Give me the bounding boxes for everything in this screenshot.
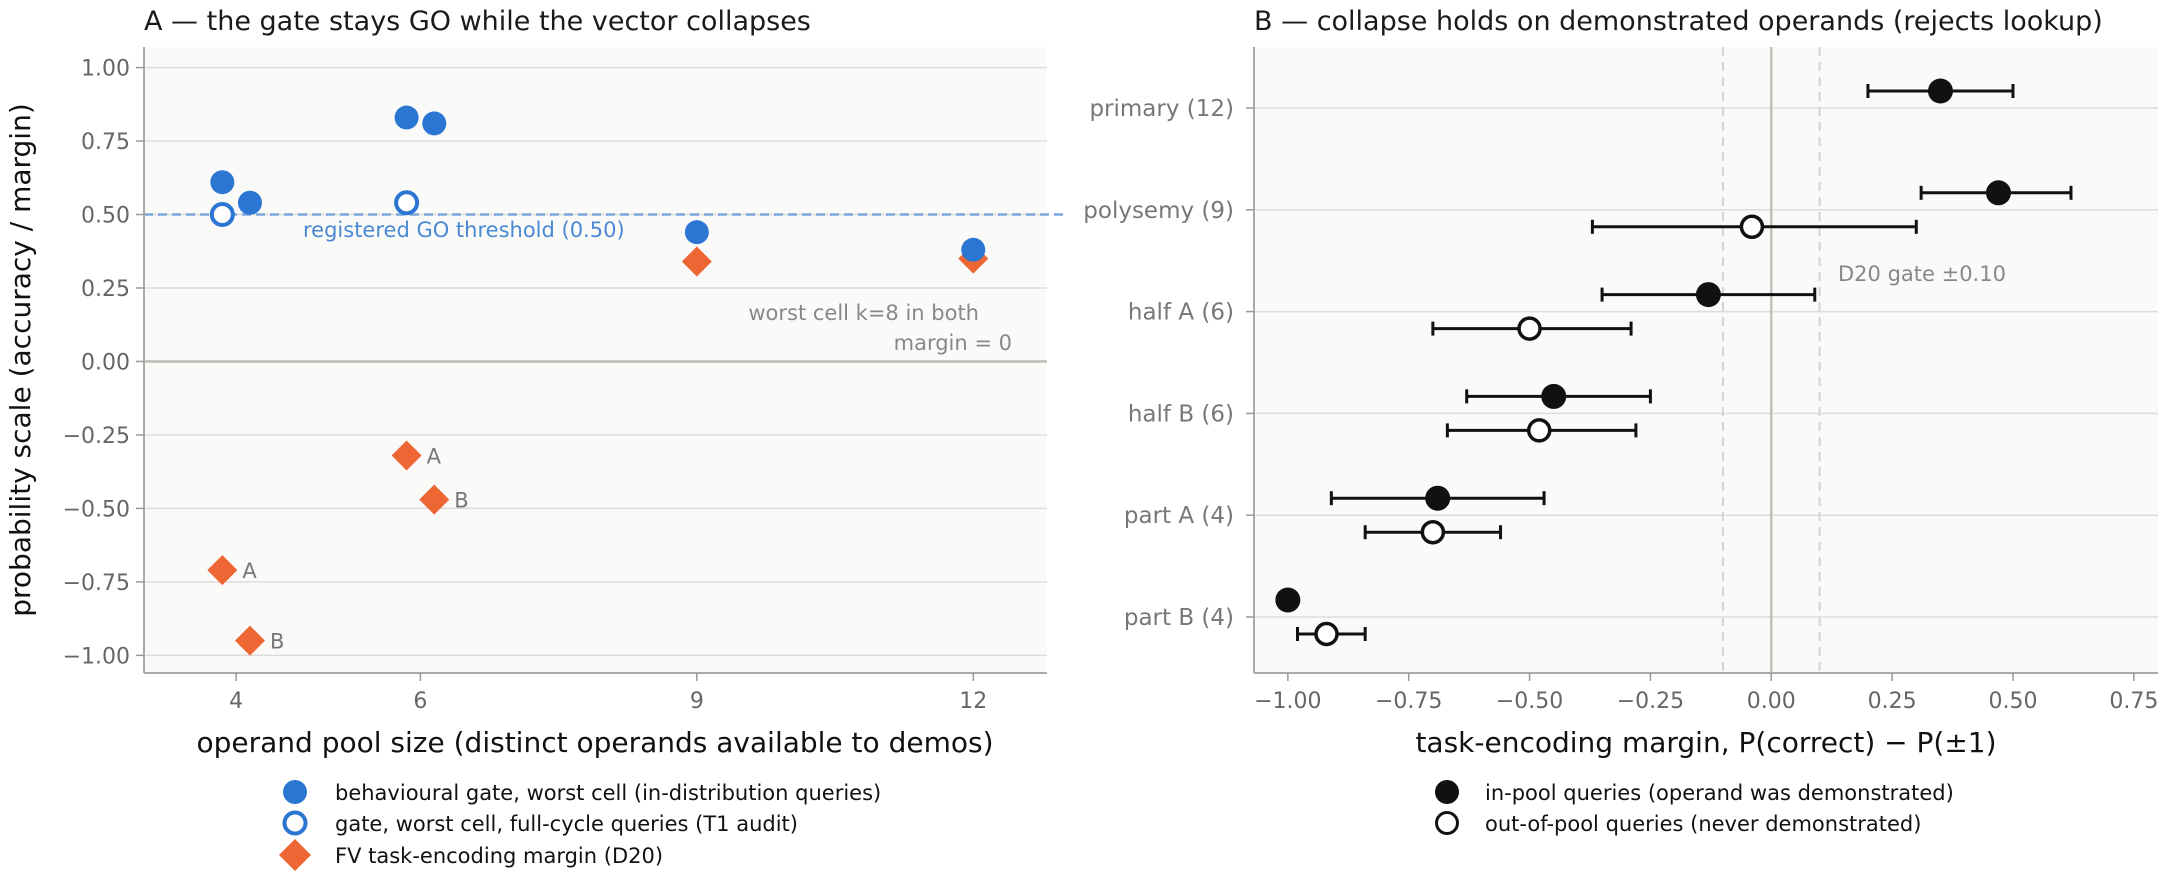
y-tick-label: 1.00 (81, 57, 130, 82)
legend-label-fv-diamond: FV task-encoding margin (D20) (335, 844, 663, 868)
legend-marker-out-of-pool (1435, 811, 1459, 835)
category-label: half A (6) (1128, 300, 1234, 326)
panel-a-legend: behavioural gate, worst cell (in-distrib… (279, 780, 881, 871)
out-of-pool-point (1314, 621, 1339, 647)
d20-gate-lines (1721, 47, 1821, 673)
legend-label-in-pool: in-pool queries (operand was demonstrate… (1485, 781, 1954, 805)
in-pool-point (1275, 587, 1301, 613)
legend-label-gate-filled: behavioural gate, worst cell (in-distrib… (335, 781, 881, 805)
x-tick-label: 9 (690, 689, 704, 714)
panel-b-gridlines (1254, 107, 2158, 618)
d20-gate-label: D20 gate ±0.10 (1838, 262, 2006, 286)
x-tick-label: 0.00 (1747, 689, 1796, 714)
fv-margin-diamond (391, 440, 422, 471)
in-pool-point (1541, 383, 1567, 409)
fv-margin-diamond (681, 246, 712, 277)
panel-a-x-axis-label: operand pool size (distinct operands ava… (197, 726, 994, 759)
gate-in-distribution-point (961, 237, 986, 262)
category-label: part B (4) (1124, 605, 1234, 631)
panel-a: 1.00 0.75 0.50 0.25 0.00 −0.25 −0.50 −0.75 −1.00… (4, 6, 1068, 871)
category-label: primary (12) (1089, 96, 1234, 122)
out-of-pool-point (1517, 316, 1542, 341)
x-tick-label: 6 (413, 689, 427, 714)
fv-margin-diamond (234, 625, 265, 656)
gate-in-distribution-point (684, 220, 709, 245)
category-label: part A (4) (1124, 503, 1234, 529)
diamond-point-label: A (242, 559, 257, 583)
fv-margin-diamond (419, 484, 450, 515)
y-tick-label: 0.75 (81, 130, 130, 155)
y-tick-label: −0.50 (63, 497, 130, 522)
y-tick-label: 0.00 (81, 350, 130, 375)
worst-cell-annotation-line-1: worst cell k=8 in both (748, 301, 979, 325)
category-label: polysemy (9) (1083, 198, 1234, 224)
category-label: half B (6) (1128, 401, 1234, 427)
worst-cell-annotation-line-2: margin = 0 (894, 331, 1012, 355)
y-tick-label: 0.25 (81, 277, 130, 302)
panel-a-y-axis-label: probability scale (accuracy / margin) (4, 103, 37, 617)
panel-b-marks (1275, 78, 2073, 647)
legend-marker-in-pool (1435, 780, 1459, 804)
panel-b: −1.00 −0.75 −0.50 −0.25 0.00 0.25 0.50 0.75 pri… (1083, 6, 2158, 836)
x-tick-label: 0.75 (2109, 689, 2158, 714)
x-tick-label: 4 (229, 689, 243, 714)
panel-b-x-ticks: −1.00 −0.75 −0.50 −0.25 0.00 0.25 0.50 0.75 (1254, 673, 2158, 714)
x-tick-label: 0.50 (1988, 689, 2037, 714)
x-tick-label: 0.25 (1868, 689, 1917, 714)
diamond-point-label: A (427, 445, 442, 469)
out-of-pool-point (1739, 214, 1765, 240)
panel-a-axes (143, 47, 1047, 674)
panel-b-x-axis-label: task-encoding margin, P(correct) − P(±1) (1415, 726, 1996, 759)
panel-a-y-ticks: 1.00 0.75 0.50 0.25 0.00 −0.25 −0.50 −0.75 −1.00 (63, 57, 144, 669)
go-threshold-label: registered GO threshold (0.50) (303, 218, 625, 242)
gate-full-cycle-point (209, 202, 235, 228)
legend-label-out-of-pool: out-of-pool queries (never demonstrated) (1485, 812, 1921, 836)
y-tick-label: −0.25 (63, 424, 130, 449)
panel-a-plot-area (144, 47, 1047, 673)
in-pool-point (1985, 180, 2011, 206)
panel-a-x-ticks: 4 6 9 12 (229, 673, 987, 714)
in-pool-point (1425, 485, 1451, 511)
gate-in-distribution-point (210, 170, 235, 195)
y-tick-label: 0.50 (81, 204, 130, 229)
legend-marker-gate-hollow (282, 810, 308, 836)
diamond-point-label: B (270, 630, 284, 654)
legend-marker-gate-filled (283, 780, 307, 804)
legend-marker-fv-diamond (279, 839, 311, 871)
panel-b-plot-area (1254, 47, 2158, 673)
out-of-pool-point (1526, 418, 1552, 443)
panel-b-title: B — collapse holds on demonstrated opera… (1254, 6, 2103, 37)
x-tick-label: −1.00 (1254, 689, 1321, 714)
x-tick-label: 12 (959, 689, 987, 714)
diamond-point-label: B (454, 489, 468, 513)
y-tick-label: −1.00 (63, 644, 130, 669)
y-tick-label: −0.75 (63, 571, 130, 596)
panel-b-legend: in-pool queries (operand was demonstrate… (1435, 780, 1954, 836)
gate-in-distribution-point (422, 111, 447, 136)
panel-b-category-labels: primary (12) polysemy (9) half A (6) half B… (1083, 96, 1254, 631)
x-tick-label: −0.75 (1375, 689, 1442, 714)
x-tick-label: −0.25 (1617, 689, 1684, 714)
x-tick-label: −0.50 (1496, 689, 1563, 714)
panel-a-title: A — the gate stays GO while the vector c… (144, 6, 811, 37)
panel-b-axes (1253, 47, 2158, 674)
fv-margin-diamond (207, 555, 238, 586)
in-pool-point (1695, 282, 1721, 308)
in-pool-point (1927, 78, 1953, 104)
out-of-pool-point (1420, 519, 1446, 545)
gate-in-distribution-point (394, 105, 419, 130)
gate-in-distribution-point (237, 190, 262, 215)
gate-full-cycle-point (394, 190, 420, 216)
legend-label-gate-hollow: gate, worst cell, full-cycle queries (T1… (335, 812, 798, 836)
